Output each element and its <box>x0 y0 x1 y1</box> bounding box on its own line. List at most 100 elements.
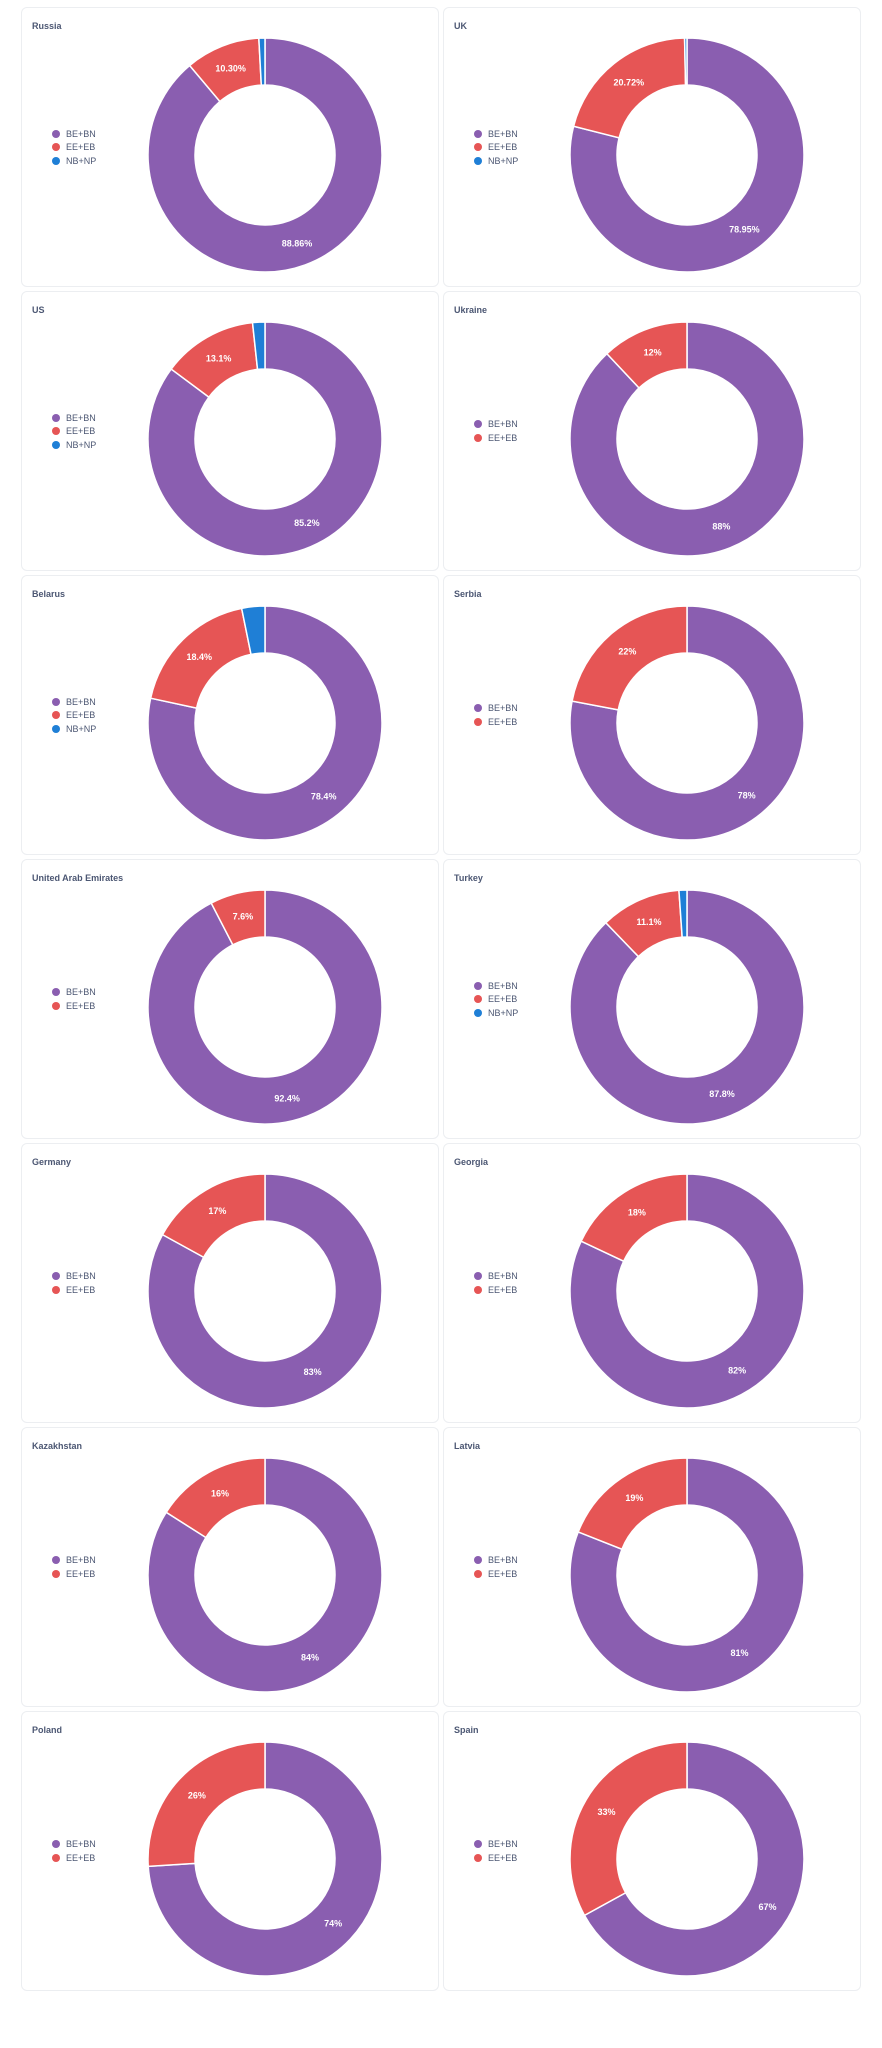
slice-be-bn[interactable] <box>569 1173 805 1409</box>
legend-item[interactable]: EE+EB <box>474 992 518 1006</box>
slice-nb-np[interactable] <box>251 321 266 371</box>
chart-title[interactable]: Poland <box>32 1725 63 1735</box>
legend-item[interactable]: BE+BN <box>474 1838 518 1852</box>
slice-label: 13.1% <box>206 353 232 363</box>
legend-dot-icon <box>474 156 482 165</box>
chart-title[interactable]: UK <box>454 21 467 31</box>
legend-item[interactable]: NB+NP <box>474 154 518 168</box>
legend-item[interactable]: EE+EB <box>52 708 96 722</box>
legend-item[interactable]: BE+BN <box>52 1270 96 1284</box>
legend-item[interactable]: EE+EB <box>52 1851 96 1865</box>
slice-be-bn[interactable] <box>569 1457 805 1693</box>
chart-title[interactable]: Russia <box>32 21 62 31</box>
slice-nb-np[interactable] <box>683 37 688 86</box>
slice-label: 85.2% <box>294 518 320 528</box>
chart-legend: BE+BN EE+EB <box>474 1712 518 1990</box>
legend-label: BE+BN <box>488 128 518 139</box>
slice-label: 87.8% <box>709 1089 735 1099</box>
legend-dot-icon <box>474 1853 482 1862</box>
chart-title[interactable]: Turkey <box>454 873 483 883</box>
legend-item[interactable]: EE+EB <box>52 999 96 1013</box>
legend-item[interactable]: EE+EB <box>52 424 96 438</box>
legend-item[interactable]: EE+EB <box>474 140 518 154</box>
slice-nb-np[interactable] <box>240 605 266 656</box>
chart-title[interactable]: United Arab Emirates <box>32 873 124 883</box>
slice-ee-eb[interactable] <box>580 1173 688 1263</box>
legend-item[interactable]: BE+BN <box>52 127 96 141</box>
chart-title[interactable]: Kazakhstan <box>32 1441 83 1451</box>
legend-item[interactable]: BE+BN <box>474 127 518 141</box>
legend-item[interactable]: BE+BN <box>52 411 96 425</box>
legend-item[interactable]: BE+BN <box>474 702 518 716</box>
legend-item[interactable]: EE+EB <box>52 1283 96 1297</box>
slice-ee-eb[interactable] <box>577 1457 688 1551</box>
legend-item[interactable]: BE+BN <box>52 986 96 1000</box>
legend-item[interactable]: BE+BN <box>474 418 518 432</box>
chart-card: Kazakhstan 84% 16% BE+BN EE+EB <box>21 1427 439 1707</box>
legend-item[interactable]: BE+BN <box>52 1554 96 1568</box>
chart-title[interactable]: Latvia <box>454 1441 481 1451</box>
slice-be-bn[interactable] <box>147 1457 383 1693</box>
legend-item[interactable]: NB+NP <box>52 154 96 168</box>
legend-label: EE+EB <box>488 1568 518 1579</box>
chart-title[interactable]: Belarus <box>32 589 66 599</box>
legend-item[interactable]: EE+EB <box>474 715 518 729</box>
slice-label: 7.6% <box>233 912 254 922</box>
slice-ee-eb[interactable] <box>571 605 688 711</box>
slice-be-bn[interactable] <box>569 37 805 273</box>
legend-item[interactable]: BE+BN <box>52 695 96 709</box>
slice-nb-np[interactable] <box>258 37 266 86</box>
chart-title[interactable]: Georgia <box>454 1157 489 1167</box>
slice-be-bn[interactable] <box>569 605 805 841</box>
slice-ee-eb[interactable] <box>572 37 687 139</box>
chart-legend: BE+BN EE+EB <box>52 1712 96 1990</box>
legend-item[interactable]: EE+EB <box>474 431 518 445</box>
legend-label: BE+BN <box>66 1839 96 1850</box>
legend-dot-icon <box>474 1569 482 1578</box>
slice-ee-eb[interactable] <box>161 1173 266 1259</box>
slice-be-bn[interactable] <box>147 37 383 273</box>
chart-legend: BE+BN EE+EB NB+NP <box>52 8 96 286</box>
slice-be-bn[interactable] <box>147 605 383 841</box>
slice-be-bn[interactable] <box>147 1173 383 1409</box>
slice-ee-eb[interactable] <box>605 321 688 390</box>
legend-item[interactable]: BE+BN <box>52 1838 96 1852</box>
slice-label: 81% <box>731 1648 749 1658</box>
slice-be-bn[interactable] <box>147 889 383 1125</box>
legend-item[interactable]: NB+NP <box>474 1006 518 1020</box>
slice-be-bn[interactable] <box>147 1741 383 1977</box>
slice-be-bn[interactable] <box>569 321 805 557</box>
slice-be-bn[interactable] <box>583 1741 805 1977</box>
chart-title[interactable]: Serbia <box>454 589 482 599</box>
legend-dot-icon <box>52 413 60 422</box>
legend-dot-icon <box>52 427 60 435</box>
legend-label: EE+EB <box>488 994 518 1004</box>
slice-ee-eb[interactable] <box>210 889 266 946</box>
legend-dot-icon <box>474 717 482 726</box>
chart-legend: BE+BN EE+EB <box>474 292 518 570</box>
slice-be-bn[interactable] <box>147 321 383 557</box>
slice-be-bn[interactable] <box>569 889 805 1125</box>
legend-item[interactable]: NB+NP <box>52 438 96 452</box>
chart-title[interactable]: US <box>32 305 45 315</box>
legend-dot-icon <box>474 995 482 1003</box>
legend-item[interactable]: NB+NP <box>52 722 96 736</box>
legend-item[interactable]: BE+BN <box>474 979 518 993</box>
legend-item[interactable]: EE+EB <box>474 1851 518 1865</box>
legend-item[interactable]: EE+EB <box>474 1283 518 1297</box>
slice-ee-eb[interactable] <box>569 1741 688 1917</box>
slice-ee-eb[interactable] <box>147 1741 266 1868</box>
slice-nb-np[interactable] <box>678 889 688 938</box>
slice-ee-eb[interactable] <box>165 1457 266 1539</box>
legend-item[interactable]: BE+BN <box>474 1554 518 1568</box>
legend-item[interactable]: EE+EB <box>52 1567 96 1581</box>
legend-item[interactable]: EE+EB <box>474 1567 518 1581</box>
chart-title[interactable]: Germany <box>32 1157 72 1167</box>
slice-label: 84% <box>301 1652 319 1662</box>
chart-title[interactable]: Ukraine <box>454 305 488 315</box>
legend-item[interactable]: BE+BN <box>474 1270 518 1284</box>
chart-card: Ukraine 88% 12% BE+BN EE+EB <box>443 291 861 571</box>
chart-title[interactable]: Spain <box>454 1725 479 1735</box>
legend-label: BE+BN <box>66 987 96 998</box>
legend-item[interactable]: EE+EB <box>52 140 96 154</box>
